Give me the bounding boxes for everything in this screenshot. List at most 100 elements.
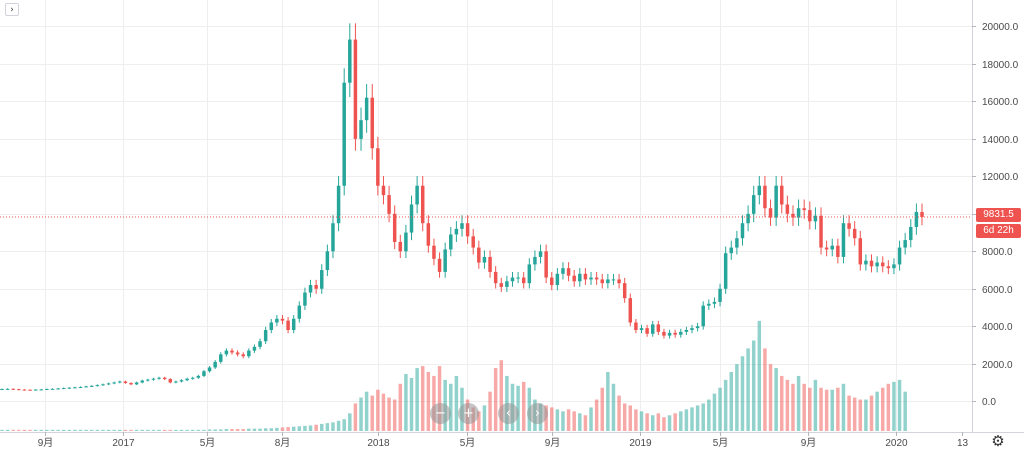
volume-bar <box>61 429 66 431</box>
gear-icon[interactable]: ⚙ <box>991 432 1005 450</box>
time-axis[interactable]: 9月 2017 5月 8月 2018 5月 9月 2019 5月 9月 2020 13 <box>38 432 969 449</box>
candle-body <box>157 377 161 379</box>
volume-bar <box>409 377 414 431</box>
x-tick-label: 13 <box>957 438 969 449</box>
volume-bar <box>0 429 4 431</box>
candle-body <box>336 185 341 224</box>
candle-body <box>95 385 100 387</box>
x-tick-label: 2019 <box>629 438 652 449</box>
volume-bar <box>353 403 358 431</box>
candle-body <box>381 185 386 196</box>
volume-bar <box>84 429 88 431</box>
volume-bar <box>594 399 599 431</box>
candle-body <box>707 303 711 306</box>
candle-body <box>342 82 346 186</box>
volume-bar <box>707 399 711 431</box>
candle-body <box>903 240 907 248</box>
candle-body <box>213 361 217 368</box>
candle-body <box>740 223 745 239</box>
candle-body <box>291 318 296 331</box>
candle-body <box>398 241 403 252</box>
x-tick-label: 5月 <box>460 437 476 449</box>
candle-body <box>650 324 655 334</box>
candle-body <box>325 251 330 271</box>
scroll-right-button[interactable]: › <box>527 403 548 424</box>
candle-body <box>656 324 661 332</box>
last-price-badge: 9831.5 <box>976 208 1021 222</box>
volume-bar <box>415 368 419 431</box>
volume-bar <box>5 429 10 431</box>
volume-bar <box>342 419 346 431</box>
volume-bar <box>247 428 251 431</box>
volume-bar <box>836 387 840 431</box>
candle-body <box>409 204 414 233</box>
volume-bar <box>213 429 217 431</box>
candle-body <box>112 382 116 384</box>
y-tick-label: 20000.0 <box>982 22 1019 33</box>
candle-body <box>920 211 924 217</box>
candle-body <box>550 277 554 286</box>
candle-body <box>129 383 133 385</box>
candle-body <box>426 223 431 246</box>
volume-bar <box>146 429 150 431</box>
candle-body <box>50 388 55 390</box>
candle-body <box>695 326 700 329</box>
collapse-toolbar-button[interactable]: › <box>5 3 19 16</box>
candle-body <box>235 352 240 355</box>
zoom-out-button[interactable]: − <box>430 403 451 424</box>
price-axis[interactable]: 20000.018000.016000.014000.012000.010000… <box>972 22 1019 408</box>
volume-bar <box>690 407 694 431</box>
volume-bar <box>275 427 279 431</box>
volume-bar <box>550 407 554 431</box>
x-tick-label: 8月 <box>275 437 291 449</box>
volume-bar <box>555 409 560 431</box>
candle-body <box>0 389 4 391</box>
candle-body <box>404 232 408 252</box>
volume-bar <box>78 429 83 431</box>
candle-body <box>207 367 212 372</box>
candle-body <box>275 318 279 323</box>
candle-body <box>690 328 694 331</box>
candle-body <box>684 330 689 332</box>
volume-bar <box>17 429 21 431</box>
candle-body <box>376 148 380 186</box>
volume-bar <box>22 429 27 431</box>
candle-body <box>303 292 307 306</box>
volume-bar <box>280 427 285 431</box>
candle-body <box>751 195 756 214</box>
candle-body <box>819 215 823 248</box>
volume-bar <box>650 415 655 431</box>
candle-body <box>387 195 391 214</box>
candle-body <box>230 350 234 353</box>
volume-bar <box>589 407 593 431</box>
candle-body <box>364 97 369 121</box>
x-tick-label: 2017 <box>112 438 135 449</box>
volume-bar <box>751 340 756 431</box>
volume-bar <box>656 413 661 431</box>
candle-body <box>729 247 734 254</box>
volume-bar <box>449 383 453 431</box>
y-tick-label: 14000.0 <box>982 135 1019 146</box>
x-tick-label: 5月 <box>200 437 216 449</box>
candle-body <box>477 247 481 263</box>
volume-bar <box>880 387 885 431</box>
volume-bar <box>320 423 324 431</box>
volume-bar <box>269 428 274 431</box>
candle-body <box>151 378 156 380</box>
zoom-in-button[interactable]: + <box>458 403 479 424</box>
candle-body <box>286 320 290 331</box>
candle-body <box>84 386 88 388</box>
scroll-left-button[interactable]: ‹ <box>498 403 519 424</box>
candle-body <box>578 273 582 282</box>
volume-bar <box>376 389 380 431</box>
volume-bar <box>258 428 262 431</box>
volume-bar <box>56 429 60 431</box>
candle-body <box>869 260 874 267</box>
candle-body <box>639 328 644 331</box>
volume-bar <box>11 429 15 431</box>
candle-body <box>909 226 913 241</box>
candle-body <box>140 380 144 383</box>
candle-body <box>718 288 722 302</box>
candle-body <box>488 256 492 272</box>
